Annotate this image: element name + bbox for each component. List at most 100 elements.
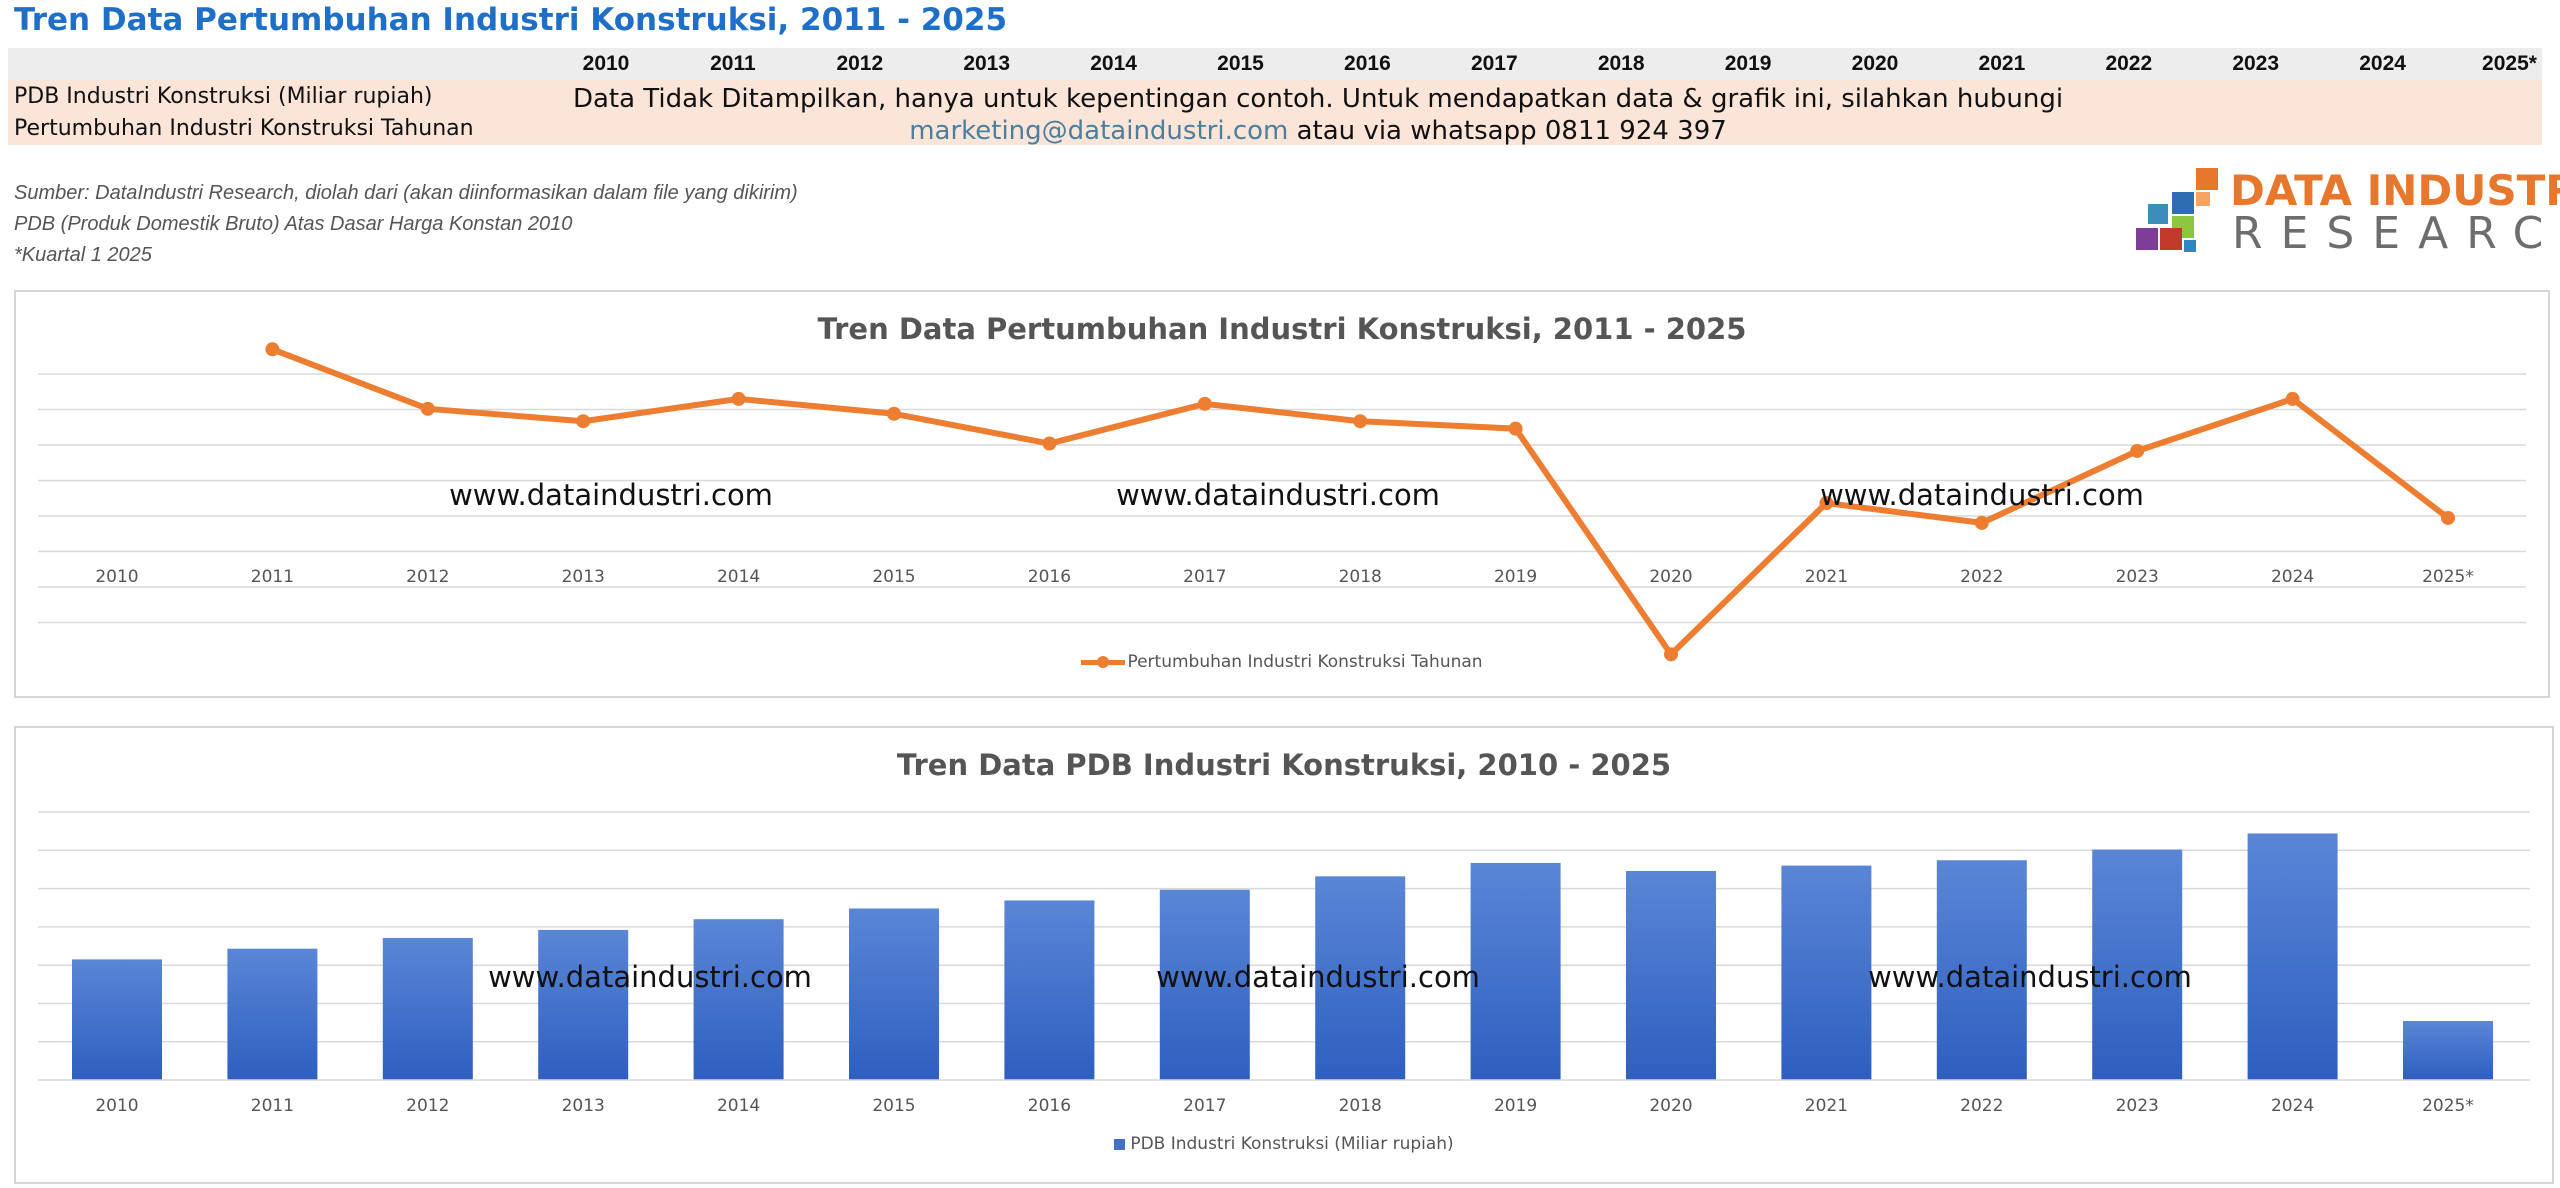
bar [1159,889,1250,1080]
pdb-legend: PDB Industri Konstruksi (Miliar rupiah) [16,1134,2552,1154]
watermark: www.dataindustri.com [1156,960,1480,994]
notice-whatsapp: atau via whatsapp 0811 924 397 [1288,116,1727,146]
growth-line-chart: 2010 2011 2012 2013 2014 2015 2016 2017 2018 2019… [38,342,2526,662]
x-tick-label: 2022 [1960,567,2003,587]
bar [227,948,318,1080]
logo-text-bottom: RESEARCH [2232,208,2560,259]
year-header-cell: 2015 [1217,52,1264,75]
year-header-cell: 2014 [1090,52,1137,75]
bar [72,959,162,1080]
x-tick-label: 2019 [1494,567,1537,587]
growth-chart-panel: Tren Data Pertumbuhan Industri Konstruks… [14,290,2550,698]
bar [849,908,939,1080]
x-tick-label: 2011 [251,567,294,587]
note-source: Sumber: DataIndustri Research, diolah da… [14,182,798,204]
x-tick-label: 2020 [1649,567,1692,587]
bar [1936,860,2027,1080]
x-tick-label: 2025* [2422,1096,2474,1116]
row-label-pdb: PDB Industri Konstruksi (Miliar rupiah) [14,84,433,109]
logo-square [2196,192,2210,206]
year-header-cell: 2025* [2482,52,2537,75]
bar [1315,876,1406,1080]
legend-label: Pertumbuhan Industri Konstruksi Tahunan [1127,652,1483,672]
watermark: www.dataindustri.com [1116,478,1440,512]
bar [1470,862,1561,1080]
data-point [1197,396,1212,411]
x-tick-label: 2025* [2422,567,2474,587]
x-tick-label: 2017 [1183,567,1226,587]
bar [1004,900,1095,1080]
year-header-cell: 2012 [836,52,884,75]
pdb-chart-title: Tren Data PDB Industri Konstruksi, 2010 … [896,748,1672,782]
year-header-cell: 2010 [582,52,630,75]
bar [2403,1021,2493,1080]
data-point [1353,414,1368,429]
x-tick-label: 2012 [406,1096,449,1116]
year-header-cell: 2017 [1470,52,1518,75]
bar [382,937,473,1080]
x-tick-label: 2015 [872,567,915,587]
x-tick-label: 2020 [1649,1096,1692,1116]
year-header-cell: 2013 [963,52,1011,75]
watermark: www.dataindustri.com [488,960,812,994]
note-pdb: PDB (Produk Domestik Bruto) Atas Dasar H… [14,213,573,235]
data-point [2285,391,2300,406]
source-notes: Sumber: DataIndustri Research, diolah da… [14,178,798,271]
notice-text: Data Tidak Ditampilkan, hanya untuk kepe… [572,84,2064,114]
x-tick-label: 2013 [562,567,605,587]
x-tick-label: 2012 [406,567,449,587]
logo-square [2184,240,2196,252]
data-point [887,406,901,421]
data-point [265,342,280,357]
x-tick-label: 2024 [2271,567,2314,587]
x-tick-label: 2015 [872,1096,915,1116]
logo-square [2136,228,2158,250]
x-tick-label: 2014 [717,567,760,587]
x-tick-label: 2018 [1339,1096,1382,1116]
pdb-bar-chart: 2010 2011 2012 2013 2014 2015 2016 2017 2018 2019… [38,811,2530,1116]
year-header-cell: 2021 [1978,52,2026,75]
pdb-chart-panel: Tren Data PDB Industri Konstruksi, 2010 … [14,726,2554,1184]
x-tick-label: 2010 [95,1096,138,1116]
legend-line-marker [1081,655,1126,668]
data-point [731,391,746,406]
growth-legend: Pertumbuhan Industri Konstruksi Tahunan [16,652,2548,672]
logo-square [2172,192,2194,214]
bar [1626,870,1716,1080]
year-header-cell: 2019 [1724,52,1772,75]
x-tick-label: 2013 [562,1096,605,1116]
year-header-cell: 2024 [2359,52,2406,75]
watermark: www.dataindustri.com [1820,478,2144,512]
data-point [1664,647,1678,662]
email-link[interactable]: marketing@dataindustri.com [909,116,1289,146]
logo-square [2196,168,2218,190]
growth-chart-title: Tren Data Pertumbuhan Industri Konstruks… [817,312,1747,346]
row-label-growth: Pertumbuhan Industri Konstruksi Tahunan [14,116,474,141]
bar [538,929,629,1080]
watermark: www.dataindustri.com [1868,960,2192,994]
bar [2247,833,2338,1080]
year-header-cell: 2016 [1344,52,1391,75]
x-tick-label: 2016 [1028,1096,1071,1116]
data-point [1974,515,1989,530]
data-point [1819,496,1834,511]
legend-label: PDB Industri Konstruksi (Miliar rupiah) [1130,1134,1454,1154]
year-header-cell: 2011 [710,52,756,75]
data-point [1042,436,1057,451]
year-header-cell: 2018 [1597,52,1645,75]
data-point [2130,443,2145,458]
x-tick-label: 2019 [1494,1096,1537,1116]
x-tick-label: 2024 [2271,1096,2314,1116]
data-point [1508,421,1523,436]
legend-swatch [1114,1138,1126,1150]
bar [2092,849,2183,1080]
year-header-cell: 2022 [2105,52,2153,75]
x-tick-label: 2023 [2116,567,2159,587]
x-tick-label: 2011 [251,1096,294,1116]
x-tick-label: 2016 [1028,567,1071,587]
company-logo: DATA INDUSTRI RESEARCH [2136,166,2560,260]
data-rows: PDB Industri Konstruksi (Miliar rupiah) … [8,80,2542,146]
note-quarter: *Kuartal 1 2025 [14,244,152,266]
logo-text-top: DATA INDUSTRI [2230,166,2560,215]
bar [1781,865,1872,1080]
